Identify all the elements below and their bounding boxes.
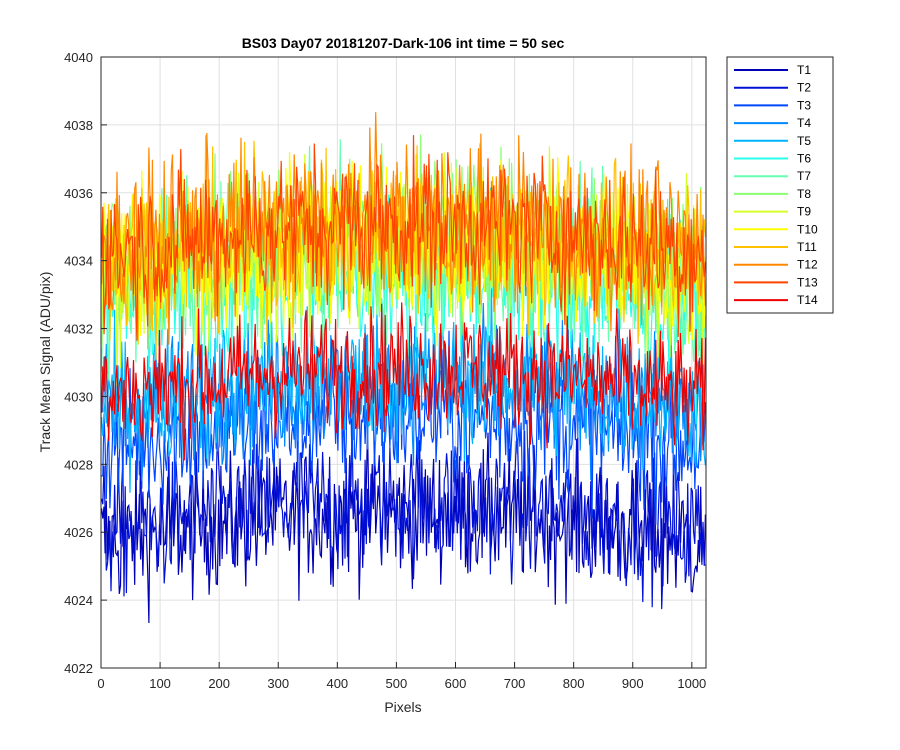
legend-label-t2: T2 bbox=[797, 81, 811, 95]
legend-label-t4: T4 bbox=[797, 116, 811, 130]
legend-label-t14: T14 bbox=[797, 293, 818, 307]
series-line-t1 bbox=[101, 429, 706, 624]
y-tick-label: 4030 bbox=[64, 389, 93, 404]
legend-label-t11: T11 bbox=[797, 240, 817, 254]
x-tick-label: 900 bbox=[622, 676, 644, 691]
legend: T1 T2 T3 T4 T5 T6 T7 T8 T9 T10 T11 T12 T13 T14 bbox=[726, 56, 834, 314]
y-axis-label: Track Mean Signal (ADU/pix) bbox=[37, 272, 53, 453]
legend-label-t5: T5 bbox=[797, 134, 811, 148]
y-tick-label: 4026 bbox=[64, 525, 93, 540]
legend-label-t9: T9 bbox=[797, 205, 811, 219]
grid-lines bbox=[100, 56, 706, 669]
x-tick-label: 400 bbox=[326, 676, 348, 691]
y-tick-label: 4038 bbox=[64, 118, 93, 133]
x-tick-label: 100 bbox=[149, 676, 171, 691]
y-tick-label: 4024 bbox=[64, 593, 93, 608]
y-tick-label: 4036 bbox=[64, 186, 93, 201]
x-tick-label: 300 bbox=[267, 676, 289, 691]
x-tick-label: 500 bbox=[386, 676, 408, 691]
legend-label-t3: T3 bbox=[797, 98, 811, 112]
x-tick-label: 1000 bbox=[677, 676, 706, 691]
x-axis-label: Pixels bbox=[384, 699, 421, 715]
legend-label-t12: T12 bbox=[797, 258, 818, 272]
chart-title: BS03 Day07 20181207-Dark-106 int time = … bbox=[242, 35, 565, 51]
series-line-t14 bbox=[101, 302, 706, 461]
series-line-t5 bbox=[101, 288, 706, 493]
series-layer bbox=[101, 112, 706, 624]
plot-frame bbox=[100, 56, 707, 669]
legend-box bbox=[726, 56, 834, 314]
series-line-t12 bbox=[101, 112, 706, 345]
series-line-t2 bbox=[101, 418, 706, 610]
x-axis-ticks: 0 100 200 300 400 500 600 700 800 900 1000 bbox=[97, 662, 706, 691]
x-tick-label: 600 bbox=[445, 676, 467, 691]
y-tick-label: 4028 bbox=[64, 457, 93, 472]
series-line-t13 bbox=[101, 135, 706, 341]
x-tick-label: 700 bbox=[504, 676, 526, 691]
legend-label-t1: T1 bbox=[797, 63, 811, 77]
legend-label-t10: T10 bbox=[797, 222, 818, 236]
legend-label-t8: T8 bbox=[797, 187, 811, 201]
y-tick-label: 4022 bbox=[64, 661, 93, 676]
x-tick-label: 800 bbox=[563, 676, 585, 691]
legend-label-t13: T13 bbox=[797, 275, 818, 289]
x-tick-label: 200 bbox=[208, 676, 230, 691]
y-tick-label: 4040 bbox=[64, 50, 93, 65]
y-axis-ticks: 4022 4024 4026 4028 4030 4032 4034 4036 4038 4040 bbox=[64, 50, 107, 676]
x-tick-label: 0 bbox=[97, 676, 104, 691]
legend-label-t6: T6 bbox=[797, 152, 811, 166]
y-tick-label: 4032 bbox=[64, 322, 93, 337]
legend-label-t7: T7 bbox=[797, 169, 811, 183]
y-tick-label: 4034 bbox=[64, 254, 93, 269]
